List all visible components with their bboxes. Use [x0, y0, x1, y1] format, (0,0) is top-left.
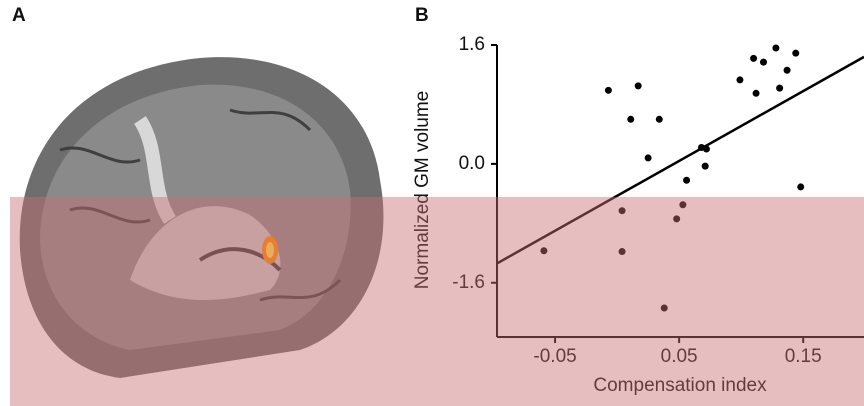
point: [783, 66, 791, 74]
point: [655, 115, 663, 123]
fit-line: [496, 55, 864, 265]
panel-label: A: [12, 5, 26, 26]
point: [776, 84, 784, 92]
y-tick-label: 0.0: [459, 153, 485, 174]
point: [772, 44, 780, 52]
point: [792, 49, 800, 57]
point: [679, 201, 687, 209]
point: [683, 176, 691, 184]
point: [644, 154, 652, 162]
point: [673, 215, 681, 223]
panel-label: B: [415, 5, 429, 26]
x-tick-label: 0.15: [785, 346, 822, 367]
point: [660, 304, 668, 312]
x-tick-label: 0.05: [661, 346, 698, 367]
x-tick-label: -0.05: [533, 346, 576, 367]
point: [760, 58, 768, 66]
y-tick-label: -1.6: [452, 272, 485, 293]
point: [540, 247, 548, 255]
point: [736, 76, 744, 84]
point: [701, 162, 709, 170]
point: [618, 207, 626, 215]
x-axis-label: Compensation index: [593, 375, 767, 396]
point: [752, 89, 760, 97]
y-axis-label: Normalized GM volume: [412, 91, 433, 290]
point: [750, 54, 758, 62]
point: [627, 115, 635, 123]
point: [618, 248, 626, 256]
point: [797, 183, 805, 191]
y-tick-label: 1.6: [459, 34, 485, 55]
point: [634, 82, 642, 90]
highlight-overlay: [10, 197, 864, 406]
point: [604, 86, 612, 94]
brain-image: [19, 57, 384, 378]
point: [702, 145, 710, 153]
